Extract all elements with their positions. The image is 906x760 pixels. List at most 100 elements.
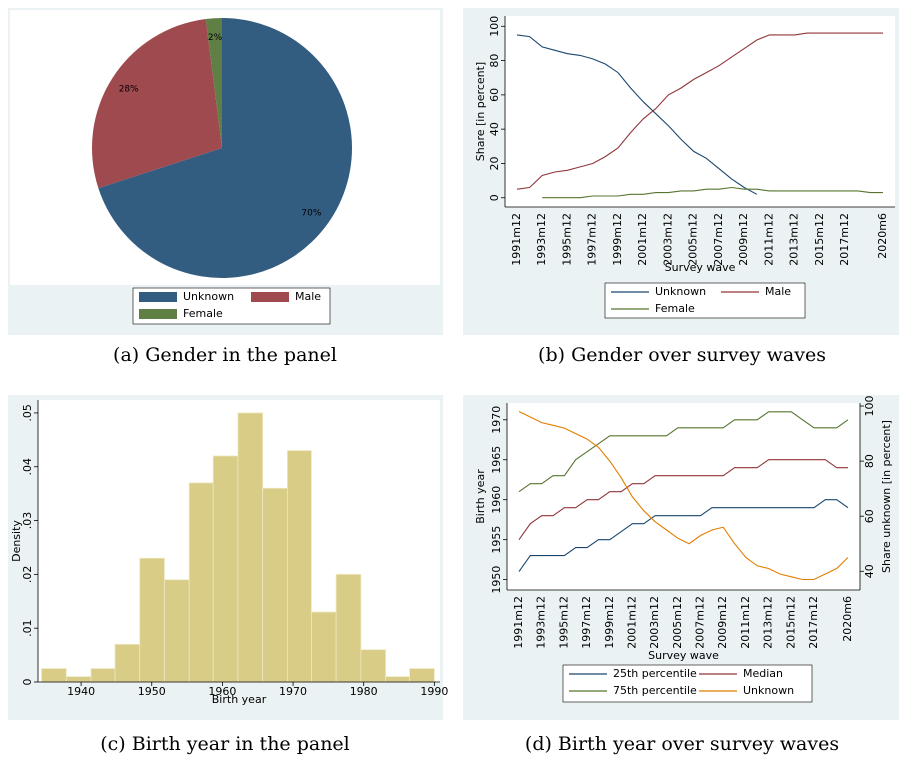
y-tick-label: .01 [21,619,34,637]
y-tick-label: 20 [488,156,501,170]
y-tick-label: .03 [21,512,34,530]
x-tick-label: 2003m12 [648,596,661,649]
x-tick-label: 1950 [138,685,166,698]
x-tick-label: 1993m12 [535,596,548,649]
x-tick-label: 2007m12 [694,596,707,649]
x-tick-label: 1970 [279,685,307,698]
x-tick-label: 2020m6 [876,213,889,259]
series-line [518,411,849,493]
y-tick-label: .02 [21,566,34,584]
legend-label: Unknown [743,684,794,697]
x-tick-label: 2017m12 [838,213,851,266]
plot-area [507,403,860,590]
x-axis-label: Survey wave [665,261,736,274]
bar [237,412,264,683]
y-tick-label: 0 [488,194,501,201]
x-tick-label: 1993m12 [535,213,548,266]
caption: (c) Birth year in the panel [100,733,350,755]
bar [90,668,116,683]
legend-label: Male [765,285,791,298]
caption: (a) Gender in the panel [113,344,337,366]
y-tick-label: 100 [863,396,876,417]
slice-label: 70% [301,208,321,218]
x-tick-label: 2011m12 [739,596,752,649]
y-tick-label: 80 [488,54,501,68]
y-tick-label: 1955 [490,526,503,554]
series-line [516,32,883,190]
y-tick-label: 80 [863,454,876,468]
y-tick-label: 1970 [490,406,503,434]
axis-label: Density [10,520,23,562]
slice-label: 28% [119,84,139,94]
x-tick-label: 2003m12 [661,213,674,266]
legend-box [604,282,806,319]
legend-label: Male [295,290,321,303]
legend-label: Unknown [655,285,706,298]
y-tick-label: .05 [21,404,34,422]
plot-area [505,16,895,207]
legend-box [562,664,813,703]
y-tick-label: 1960 [490,486,503,514]
x-tick-label: 2011m12 [762,213,775,266]
legend-label: Female [183,307,223,320]
axis-label: Birth year [474,469,487,524]
x-tick-label: 2005m12 [687,213,700,266]
x-tick-label: 2013m12 [762,596,775,649]
bar [212,455,239,683]
x-tick-label: 2013m12 [788,213,801,266]
axis-label: Share [in percent] [474,62,487,161]
x-tick-label: 2009m12 [737,213,750,266]
axis-label: Share unknown [in percent] [880,420,893,573]
x-tick-label: 1995m12 [557,596,570,649]
legend-label: 25th percentile [613,667,697,680]
y-tick-label: 40 [488,122,501,136]
bar [286,450,312,683]
y-tick-label: 1950 [490,566,503,594]
x-tick-label: 2001m12 [636,213,649,266]
caption: (d) Birth year over survey waves [525,733,839,755]
x-tick-label: 1991m12 [512,596,525,649]
x-tick-label: 1980 [350,685,378,698]
bar [139,557,165,683]
bar [262,487,288,683]
bar [188,482,214,683]
y-tick-label: 0 [21,679,34,686]
x-tick-label: 2020m6 [841,596,854,642]
y-tick-label: .04 [21,458,34,476]
pie-slice [205,18,222,148]
x-tick-label: 2009m12 [716,596,729,649]
series-line [518,499,849,572]
pie-slice [91,19,222,189]
legend-label: Female [655,302,695,315]
x-axis-label: Survey wave [648,649,719,662]
legend-label: 75th percentile [613,684,697,697]
legend-label: Median [743,667,783,680]
x-tick-label: 1997m12 [586,213,599,266]
pie-slice [98,18,352,278]
x-tick-label: 1940 [67,685,95,698]
series-line [516,34,758,195]
x-tick-label: 2017m12 [807,596,820,649]
bar [164,579,190,683]
y-tick-label: 60 [863,509,876,523]
bar [114,643,141,683]
bar [311,611,337,683]
legend-key [139,309,177,319]
series-line [542,186,883,199]
legend-key [139,292,177,302]
series-line [518,459,848,541]
y-tick-label: 1965 [490,446,503,474]
x-axis-label: Birth year [212,693,267,706]
x-tick-label: 1995m12 [560,213,573,266]
x-tick-label: 2001m12 [625,596,638,649]
x-tick-label: 1999m12 [603,596,616,649]
y-tick-label: 40 [863,564,876,578]
bar [335,573,362,683]
legend-label: Unknown [183,290,234,303]
y-tick-label: 60 [488,88,501,102]
bar [409,668,435,683]
bar [65,676,92,683]
caption: (b) Gender over survey waves [538,344,826,366]
slice-label: 2% [208,33,223,43]
x-tick-label: 1990 [420,685,448,698]
